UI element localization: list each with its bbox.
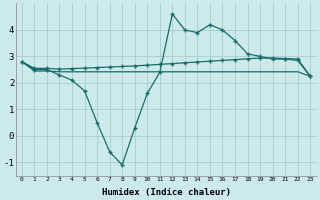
X-axis label: Humidex (Indice chaleur): Humidex (Indice chaleur) — [101, 188, 231, 197]
